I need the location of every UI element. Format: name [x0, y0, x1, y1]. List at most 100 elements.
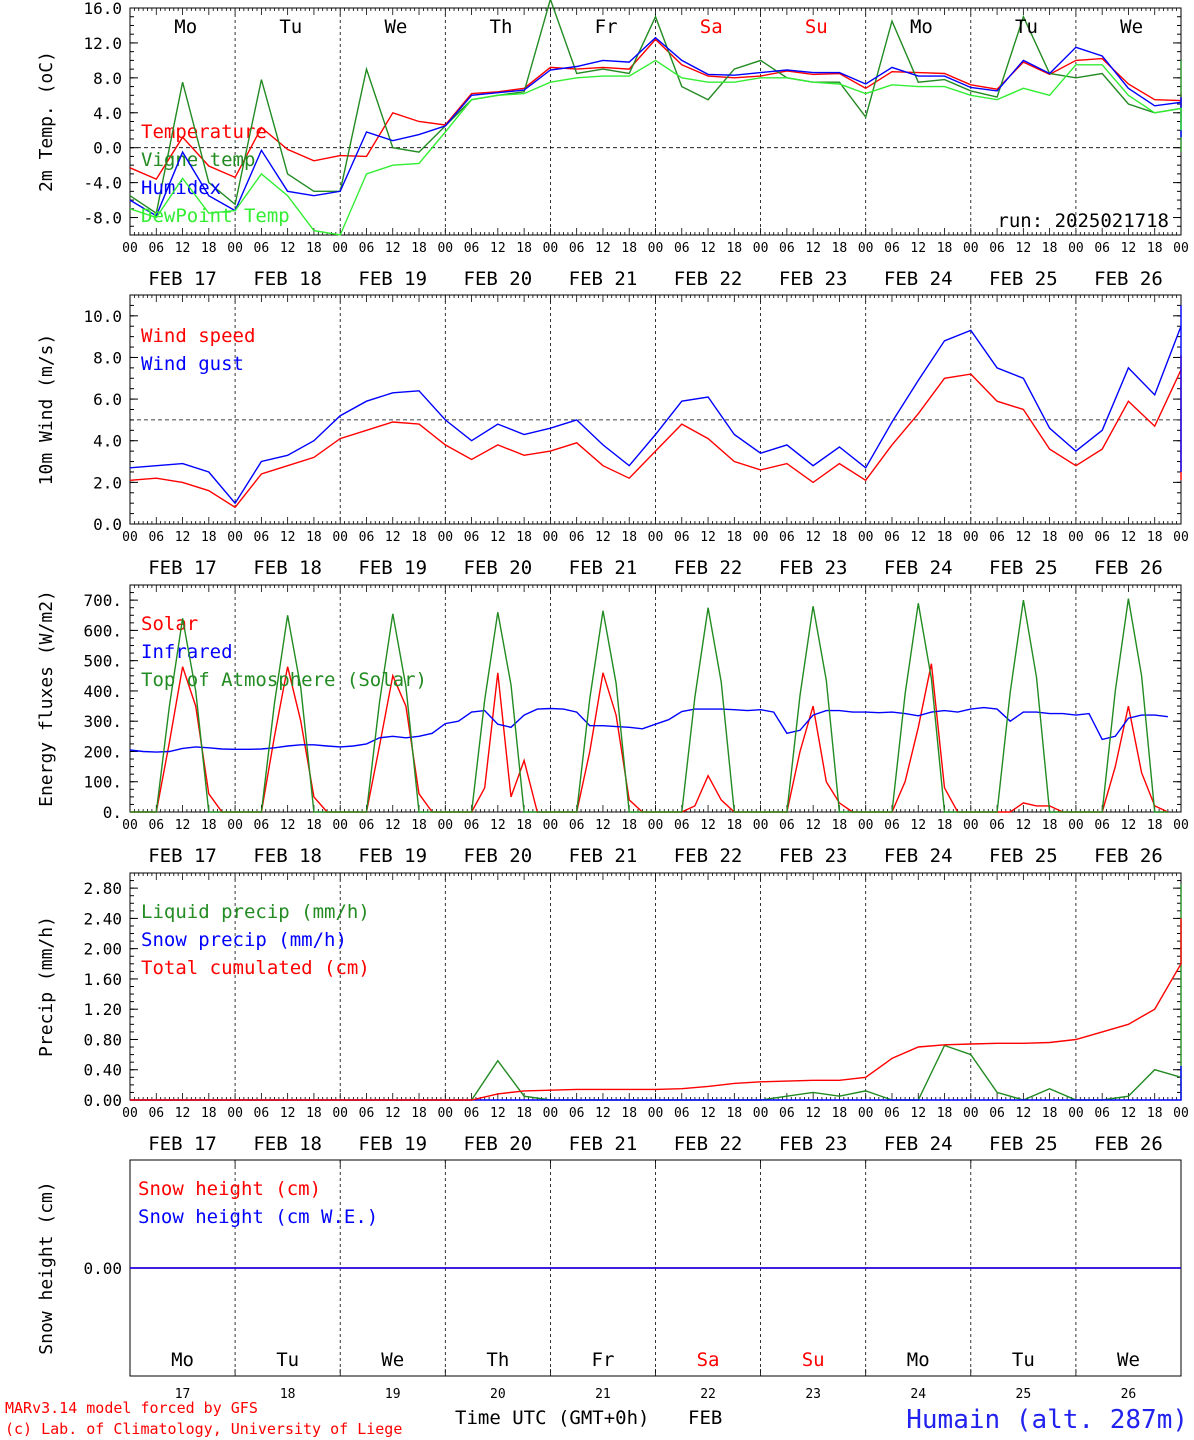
hour-label: 00	[858, 241, 874, 256]
y-tick-label: -4.0	[83, 174, 122, 193]
legend-entry: Snow precip (mm/h)	[141, 929, 347, 951]
y-tick-label: 12.0	[83, 34, 122, 53]
series-line-wind-gust	[129, 305, 1182, 505]
credit-line-2: (c) Lab. of Climatology, University of L…	[5, 1420, 402, 1438]
hour-label: 12	[910, 241, 926, 256]
hour-label: 18	[937, 1106, 953, 1121]
hour-label: 18	[306, 530, 322, 545]
hour-label: 06	[464, 1106, 480, 1121]
hour-label: 00	[648, 818, 664, 833]
y-tick-label: 0.00	[83, 1259, 122, 1278]
date-label: FEB 23	[779, 268, 848, 290]
hour-label: 18	[201, 818, 217, 833]
weekday-label: Mo	[171, 1349, 194, 1371]
hour-label: 12	[700, 530, 716, 545]
hour-label: 00	[858, 530, 874, 545]
hour-label: 18	[621, 241, 637, 256]
hour-label: 00	[1173, 530, 1189, 545]
series-line-humidex	[129, 36, 1182, 217]
hour-label: 12	[700, 818, 716, 833]
hour-label: 12	[1016, 241, 1032, 256]
weekday-label: We	[1120, 16, 1143, 38]
y-axis-label: Snow height (cm)	[36, 1181, 57, 1354]
hour-label: 06	[1094, 1106, 1110, 1121]
hour-label: 06	[989, 818, 1005, 833]
date-label: FEB 25	[989, 557, 1058, 579]
hour-label: 00	[227, 1106, 243, 1121]
legend-entry: Humidex	[141, 177, 221, 199]
date-label: FEB 23	[779, 845, 848, 867]
hour-label: 12	[1016, 530, 1032, 545]
hour-label: 18	[726, 530, 742, 545]
hour-label: 00	[1068, 241, 1084, 256]
day-number-label: 21	[595, 1387, 611, 1402]
hour-label: 12	[595, 530, 611, 545]
hour-label: 12	[805, 530, 821, 545]
y-tick-label: 10.0	[83, 307, 122, 326]
hour-label: 18	[411, 241, 427, 256]
hour-label: 00	[858, 1106, 874, 1121]
y-tick-label: 100.	[83, 773, 122, 792]
hour-label: 00	[332, 241, 348, 256]
y-tick-label: 1.60	[83, 970, 122, 989]
hour-label: 18	[726, 818, 742, 833]
date-label: FEB 26	[1094, 268, 1163, 290]
hour-label: 00	[1173, 241, 1189, 256]
hour-label: 18	[201, 1106, 217, 1121]
legend-entry: Temperature	[141, 121, 267, 143]
hour-label: 06	[1094, 241, 1110, 256]
hour-label: 18	[621, 818, 637, 833]
date-label: FEB 18	[253, 845, 322, 867]
hour-label: 12	[490, 818, 506, 833]
hour-label: 18	[832, 818, 848, 833]
hour-label: 06	[254, 818, 270, 833]
hour-label: 00	[963, 818, 979, 833]
weekday-label: Fr	[595, 16, 618, 38]
hour-label: 06	[884, 530, 900, 545]
hour-label: 00	[122, 241, 138, 256]
date-label: FEB 21	[569, 557, 638, 579]
date-label: FEB 22	[674, 268, 743, 290]
hour-label: 12	[700, 1106, 716, 1121]
hour-label: 06	[989, 1106, 1005, 1121]
hour-label: 18	[411, 530, 427, 545]
y-tick-label: 0.	[103, 803, 122, 822]
hour-label: 18	[1042, 241, 1058, 256]
date-label: FEB 19	[358, 268, 427, 290]
hour-label: 06	[779, 530, 795, 545]
y-axis-label: Precip (mm/h)	[36, 916, 57, 1057]
credit-line-1: MARv3.14 model forced by GFS	[5, 1399, 258, 1417]
date-label: FEB 20	[464, 268, 533, 290]
weekday-label: We	[381, 1349, 404, 1371]
hour-label: 12	[1121, 241, 1137, 256]
hour-label: 12	[805, 241, 821, 256]
hour-label: 06	[989, 530, 1005, 545]
date-label: FEB 25	[989, 268, 1058, 290]
y-tick-label: 2.0	[93, 473, 122, 492]
date-label: FEB 17	[148, 845, 217, 867]
legend-entry: Liquid precip (mm/h)	[141, 901, 370, 923]
date-label: FEB 22	[674, 1133, 743, 1155]
hour-label: 12	[280, 530, 296, 545]
day-number-label: 24	[910, 1387, 926, 1402]
hour-label: 18	[937, 818, 953, 833]
hour-label: 06	[464, 241, 480, 256]
hour-label: 00	[122, 1106, 138, 1121]
hour-label: 12	[1121, 530, 1137, 545]
day-number-label: 25	[1016, 1387, 1032, 1402]
hour-label: 06	[779, 241, 795, 256]
hour-label: 12	[490, 530, 506, 545]
date-label: FEB 17	[148, 557, 217, 579]
weekday-label: Tu	[276, 1349, 299, 1371]
hour-label: 00	[753, 241, 769, 256]
y-axis-label: Energy fluxes (W/m2)	[36, 590, 57, 807]
weekday-label: Sa	[697, 1349, 720, 1371]
legend-entry: Top of Atmosphere (Solar)	[141, 669, 427, 691]
weekday-label: Fr	[592, 1349, 615, 1371]
day-number-label: 18	[280, 1387, 296, 1402]
hour-label: 12	[280, 241, 296, 256]
date-label: FEB 20	[464, 557, 533, 579]
hour-label: 12	[280, 1106, 296, 1121]
hour-label: 00	[437, 1106, 453, 1121]
y-tick-label: 2.80	[83, 879, 122, 898]
